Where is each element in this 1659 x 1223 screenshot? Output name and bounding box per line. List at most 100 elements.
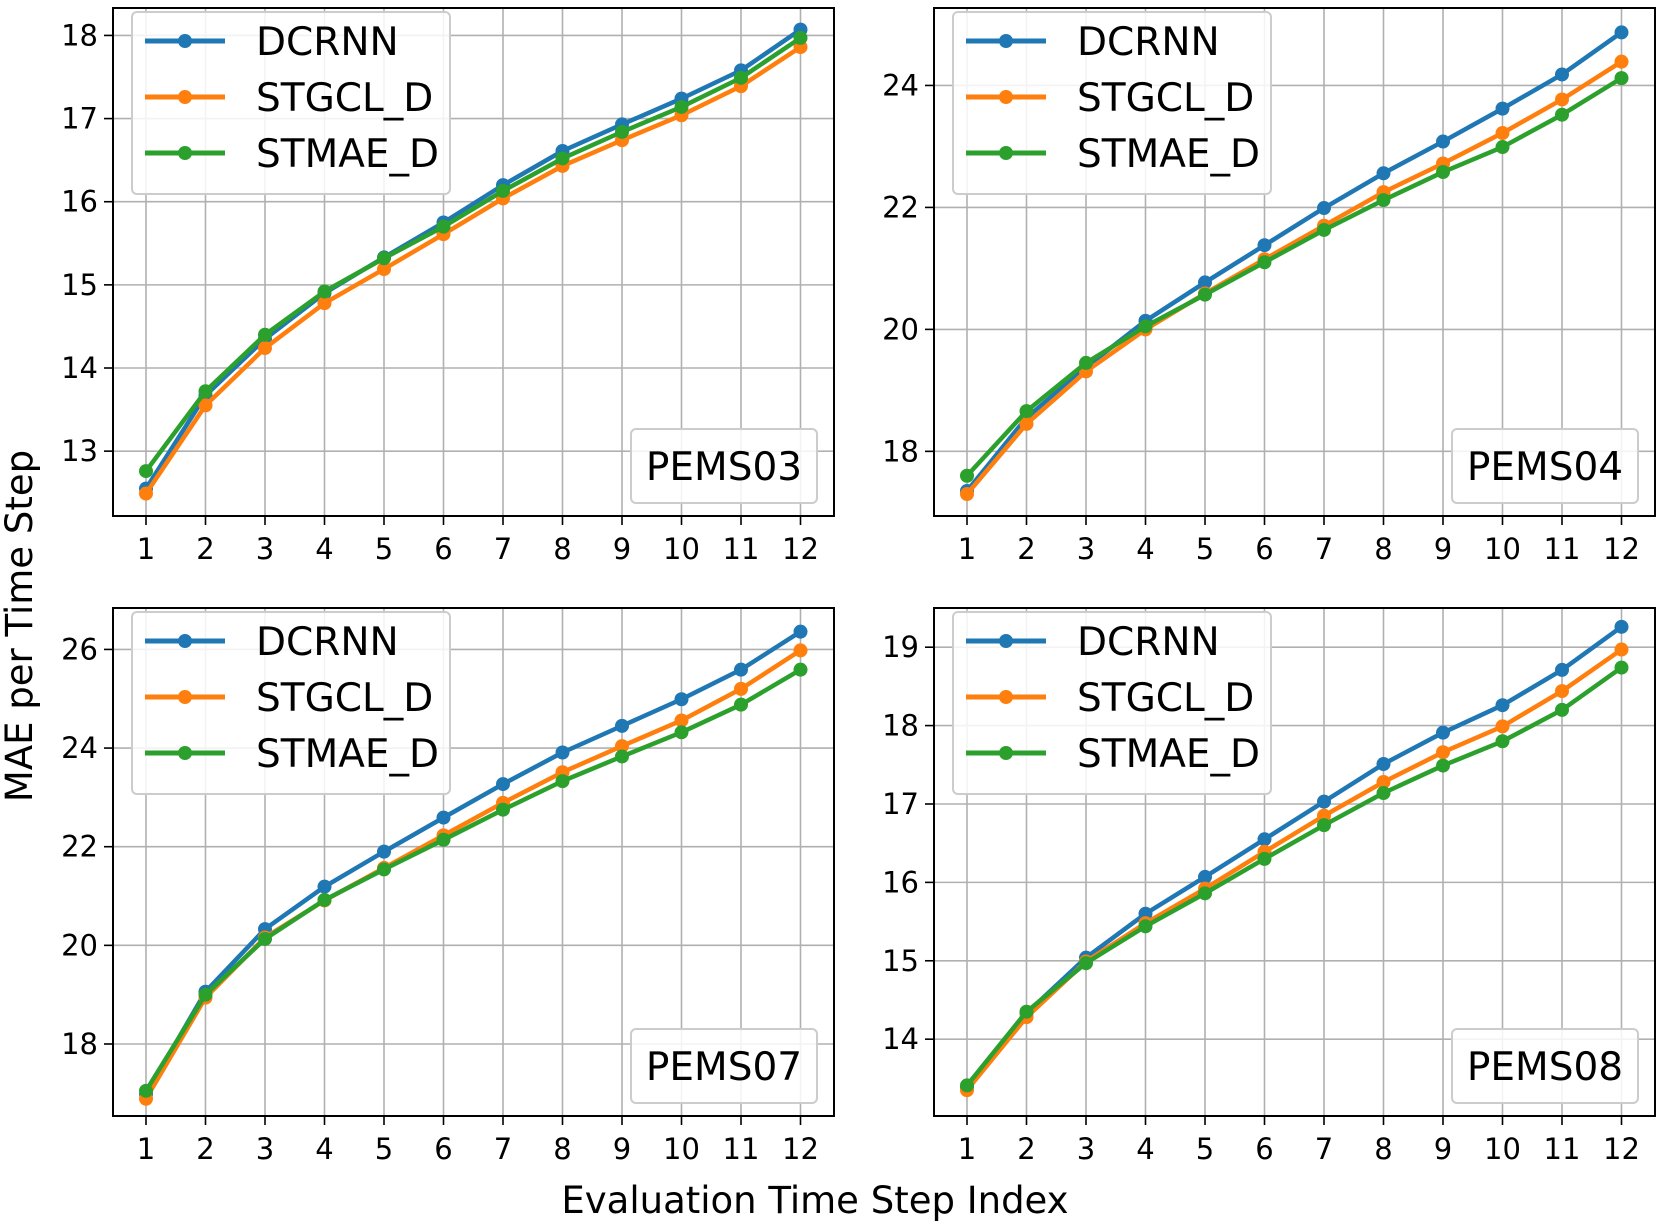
- panel-pems08-legend-dcrnn-label: DCRNN: [1077, 620, 1220, 665]
- panel-pems07-series-stmae-d-point: [139, 1083, 153, 1098]
- panel-pems08-series-stmae-d-point: [1495, 734, 1510, 749]
- panel-pems04-series-stmae-d-point: [1079, 355, 1093, 370]
- panel-pems08-x-tick-label: 2: [1017, 1132, 1035, 1166]
- panel-pems03-legend: DCRNN STGCL_D STMAE_D: [131, 11, 451, 195]
- panel-pems04-x-tick-label: 3: [1077, 532, 1095, 566]
- panel-pems07-y-tick-label: 22: [61, 830, 98, 864]
- panel-pems08-x-tick-label: 5: [1196, 1132, 1214, 1166]
- panel-pems07-series-dcrnn-point: [793, 624, 808, 639]
- panel-pems08-series-stmae-d-point: [1198, 886, 1212, 901]
- panel-pems08-series-stmae-d-line: [965, 665, 1623, 1087]
- panel-pems03-x-tick-label: 8: [553, 532, 571, 566]
- panel-pems07-series-dcrnn-point: [496, 777, 510, 792]
- panel-pems03-legend-stmae-d-label: STMAE_D: [256, 132, 439, 177]
- panel-pems04-series-stmae-d-point: [1555, 107, 1569, 122]
- panel-pems04-y-tick-label: 22: [882, 190, 919, 224]
- panel-pems04-series-stmae-d-line: [965, 76, 1623, 478]
- panel-pems04-legend-dcrnn-label: DCRNN: [1077, 20, 1220, 65]
- panel-pems08-series-stmae-d-point: [960, 1078, 974, 1093]
- y-axis-title: MAE per Time Step: [0, 450, 41, 802]
- panel-pems04-series-stgcl-d-point: [1019, 416, 1034, 431]
- panel-pems04: 1 2 3 4 5 6 7 8 9 10 11 1218202224DCRNNSTGCL_DSTMAE…: [882, 7, 1656, 566]
- panel-pems04-dataset-label: PEMS04: [1451, 428, 1639, 504]
- panel-pems07-series-stmae-d-point: [317, 892, 332, 907]
- panel-pems08-series-stmae-d-point: [1079, 956, 1093, 971]
- panel-pems08-legend-stgcl-d-marker: [999, 690, 1013, 704]
- panel-pems07-x-tick-label: 2: [196, 1132, 214, 1166]
- panel-pems04-legend: DCRNN STGCL_D STMAE_D: [952, 11, 1272, 195]
- panel-pems04-series-stgcl-d-point: [1555, 92, 1569, 107]
- panel-pems04-series-stgcl-d-line: [965, 59, 1623, 496]
- panel-pems07-series-stgcl-d-point: [793, 643, 808, 658]
- panel-pems08-series-stgcl-d-point: [1495, 719, 1510, 734]
- panel-pems03-x-tick-label: 9: [613, 532, 631, 566]
- panel-pems08-y-tick-label: 16: [882, 865, 919, 899]
- x-axis-title: Evaluation Time Step Index: [561, 1179, 1068, 1222]
- panel-pems03-y-tick-label: 13: [61, 434, 98, 468]
- panel-pems04-dataset-label-box: [1451, 428, 1639, 504]
- panel-pems07-series-stmae-d-point: [615, 749, 629, 764]
- panel-pems04-series-stmae-d-point: [1138, 319, 1153, 334]
- panel-pems07-series-stmae-d-point: [198, 987, 213, 1002]
- panel-pems04-series-dcrnn-point: [1495, 101, 1510, 116]
- panel-pems08-dataset-label-text: PEMS08: [1467, 1045, 1623, 1090]
- panel-pems03-series-stmae-d-point: [258, 327, 272, 342]
- panel-pems07-legend-stmae-d-marker: [178, 746, 192, 760]
- panel-pems04-y-tick-label: 18: [882, 434, 919, 468]
- panel-pems07-legend-dcrnn-marker: [178, 634, 192, 648]
- panel-pems08-series-dcrnn-point: [1436, 725, 1450, 740]
- panel-pems08-series-dcrnn-line: [965, 624, 1623, 1089]
- panel-pems03-series-stmae-d-line: [144, 36, 802, 473]
- panel-pems07-x-tick-label: 8: [553, 1132, 571, 1166]
- panel-pems03-frame: [112, 7, 835, 517]
- panel-pems03-series-stmae-d-point: [198, 384, 213, 399]
- panel-pems04-series-dcrnn-point: [1555, 67, 1569, 82]
- panel-pems07-series-stmae-d-point: [793, 662, 808, 677]
- panel-pems08-series-stgcl-d-point: [1555, 684, 1569, 699]
- panel-pems04-legend-stmae-d-label: STMAE_D: [1077, 132, 1260, 177]
- panel-pems07-dataset-label-text: PEMS07: [646, 1045, 802, 1090]
- panel-pems07-series-dcrnn-point: [317, 879, 332, 894]
- panel-pems03-dataset-label: PEMS03: [630, 428, 818, 504]
- panel-pems07-series-stmae-d-point: [555, 774, 570, 789]
- panel-pems04-series-dcrnn-point: [1198, 275, 1212, 290]
- panel-pems04-series-dcrnn-line: [965, 30, 1623, 493]
- panel-pems07-series-stmae-d-point: [258, 931, 272, 946]
- panel-pems08-series-stmae-d-point: [1138, 919, 1153, 934]
- panel-pems04-series-stgcl-d-point: [1495, 126, 1510, 141]
- panel-pems07-x-tick-label: 11: [723, 1132, 760, 1166]
- panel-pems03-series-stgcl-d-point: [258, 341, 272, 356]
- panel-pems03-series-stmae-d-point: [793, 30, 808, 45]
- panel-pems03-series-stgcl-d-point: [317, 296, 332, 311]
- panel-pems08-series-dcrnn-point: [1376, 757, 1391, 772]
- panel-pems03-series-stmae-d-point: [615, 124, 629, 139]
- panel-pems07-legend-stmae-d-label: STMAE_D: [256, 732, 439, 777]
- panel-pems08-y-tick-label: 15: [882, 944, 919, 978]
- panel-pems08-dataset-label-box: [1451, 1028, 1639, 1104]
- panel-pems03-x-tick-label: 7: [494, 532, 512, 566]
- panel-pems07-x-tick-label: 10: [663, 1132, 700, 1166]
- panel-pems03-x-tick-label: 5: [375, 532, 393, 566]
- panel-pems07-x-tick-label: 9: [613, 1132, 631, 1166]
- panel-pems04-series-stmae-d-point: [1317, 222, 1331, 237]
- panel-pems08-x-tick-label: 11: [1544, 1132, 1581, 1166]
- panel-pems03-legend-stmae-d-marker: [178, 146, 192, 160]
- panel-pems07-legend-stgcl-d-label: STGCL_D: [256, 676, 433, 721]
- panel-pems07-series-stgcl-d-point: [734, 681, 748, 696]
- panel-pems04-series-dcrnn-point: [1257, 238, 1272, 253]
- panel-pems04-series-stmae-d-point: [1495, 140, 1510, 155]
- panel-pems04-dataset-label-text: PEMS04: [1467, 445, 1623, 490]
- panel-pems08-series-stgcl-d-point: [1376, 775, 1391, 790]
- panel-pems04-legend-dcrnn-marker: [999, 34, 1013, 48]
- panel-pems08-series-dcrnn-point: [1614, 619, 1629, 634]
- panel-pems04-y-tick-label: 20: [882, 312, 919, 346]
- panel-pems08-legend-stmae-d-label: STMAE_D: [1077, 732, 1260, 777]
- panel-pems08-x-tick-label: 8: [1374, 1132, 1392, 1166]
- panel-pems04-x-tick-label: 7: [1315, 532, 1333, 566]
- panel-pems04-series-dcrnn-point: [1317, 201, 1331, 216]
- panel-pems08-series-stmae-d-point: [1019, 1004, 1034, 1019]
- panel-pems08-dataset-label: PEMS08: [1451, 1028, 1639, 1104]
